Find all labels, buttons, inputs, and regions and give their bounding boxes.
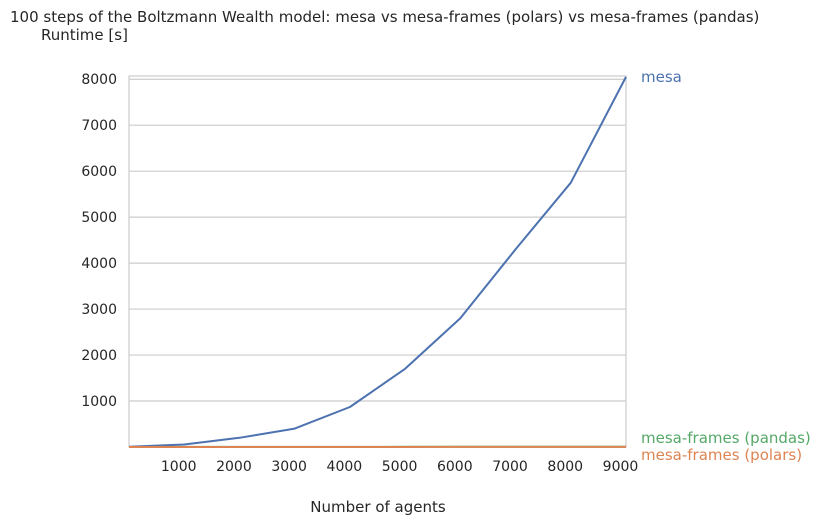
y-tick-label: 7000: [81, 118, 117, 134]
chart-subtitle: Runtime [s]: [41, 26, 128, 44]
x-tick-label: 3000: [271, 459, 307, 475]
series-label-1: mesa-frames (pandas): [641, 429, 811, 447]
series-lines: [128, 76, 627, 448]
y-tick-label: 3000: [81, 302, 117, 318]
series-labels: mesa mesa-frames (pandas)mesa-frames (pol…: [641, 68, 811, 464]
x-tick-labels: 1000 2000 3000 4000 5000 6000 7000 8000 9000: [161, 459, 638, 475]
series-label-2: mesa-frames (polars): [641, 446, 802, 464]
chart-title: 100 steps of the Boltzmann Wealth model:…: [10, 8, 759, 26]
y-tick-label: 2000: [81, 348, 117, 364]
x-tick-label: 5000: [382, 459, 418, 475]
x-tick-label: 4000: [327, 459, 363, 475]
x-axis-label: Number of agents: [310, 498, 446, 516]
series-line-0: [128, 76, 627, 448]
y-tick-labels: 1000 2000 3000 4000 5000 6000 7000 8000: [81, 72, 117, 410]
x-tick-label: 2000: [216, 459, 252, 475]
x-tick-label: 8000: [547, 459, 583, 475]
y-tick-label: 1000: [81, 394, 117, 410]
x-tick-label: 6000: [437, 459, 473, 475]
grid-lines: [129, 78, 626, 402]
plot-area: [128, 75, 627, 448]
x-tick-label: 1000: [161, 459, 197, 475]
y-tick-label: 4000: [81, 256, 117, 272]
y-tick-label: 5000: [81, 210, 117, 226]
x-tick-label: 7000: [492, 459, 528, 475]
y-tick-label: 8000: [81, 72, 117, 88]
series-label-0: mesa: [641, 68, 682, 86]
y-tick-label: 6000: [81, 164, 117, 180]
x-tick-label: 9000: [603, 459, 639, 475]
